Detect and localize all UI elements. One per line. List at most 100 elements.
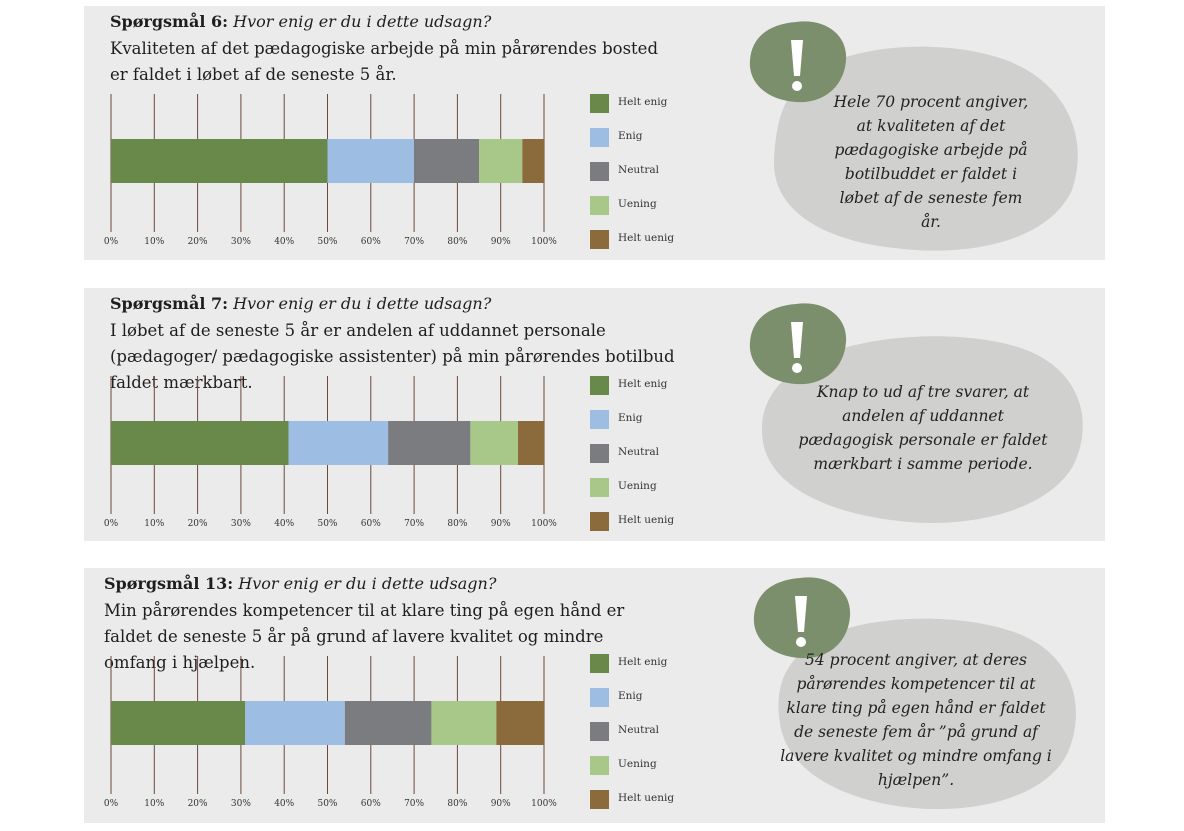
question-title: Spørgsmål 13: Hvor enig er du i dette ud… [104, 574, 496, 594]
x-tick-label: 100% [531, 237, 557, 247]
legend-label: Enig [618, 412, 643, 424]
bar-segment-uening [479, 139, 523, 183]
bar-segment-uening [470, 421, 519, 465]
question-prompt: Hvor enig er du i dette udsagn? [233, 294, 492, 313]
stacked-bar-chart: 0% 10% 20% 30% 40% 50% 60% 70% 80% 90% 100% [104, 376, 557, 529]
x-tick-label: 30% [231, 519, 251, 529]
callout-text: Hele 70 procent angiver, at kvaliteten a… [833, 93, 1029, 231]
legend-swatch [590, 230, 609, 249]
x-tick-label: 0% [104, 519, 119, 529]
exclamation-icon [753, 577, 851, 659]
legend-label: Uening [618, 198, 657, 210]
bar-segment-enig [288, 421, 389, 465]
question-panel-6: Spørgsmål 6: Hvor enig er du i dette uds… [84, 6, 1105, 260]
legend-swatch [590, 654, 609, 673]
legend-label: Helt enig [618, 656, 668, 668]
bar-segment-neutral [344, 701, 432, 745]
x-tick-label: 20% [188, 519, 208, 529]
legend-swatch [590, 756, 609, 775]
bar-segment-helt-enig [111, 421, 289, 465]
legend-label: Helt enig [618, 378, 668, 390]
legend-swatch [590, 162, 609, 181]
x-tick-label: 90% [491, 799, 511, 809]
x-tick-label: 80% [447, 519, 467, 529]
legend-swatch [590, 94, 609, 113]
legend-swatch [590, 722, 609, 741]
x-tick-label: 50% [317, 799, 337, 809]
callout-text: 54 procent angiver, at deres pårørendes … [780, 651, 1052, 789]
question-panel-7: Spørgsmål 7: Hvor enig er du i dette uds… [84, 288, 1105, 541]
stacked-bar-chart: 0% 10% 20% 30% 40% 50% 60% 70% 80% 90% 100% [104, 656, 557, 809]
legend-label: Helt uenig [618, 514, 675, 526]
legend-label: Enig [618, 130, 643, 142]
callout-bubble [773, 46, 1078, 251]
legend-swatch [590, 410, 609, 429]
bar-segment-helt-uenig [522, 139, 544, 183]
bar-segment-helt-uenig [496, 701, 544, 745]
legend-label: Neutral [618, 446, 660, 458]
question-prompt: Hvor enig er du i dette udsagn? [238, 574, 497, 593]
legend-swatch [590, 688, 609, 707]
legend-label: Helt uenig [618, 232, 675, 244]
exclamation-icon [749, 21, 847, 103]
question-statement: Kvaliteten af det pædagogiske arbejde på… [110, 39, 659, 84]
legend-swatch [590, 376, 609, 395]
x-tick-label: 90% [491, 519, 511, 529]
x-tick-label: 60% [361, 519, 381, 529]
x-tick-label: 60% [361, 799, 381, 809]
x-tick-label: 60% [361, 237, 381, 247]
x-tick-label: 70% [404, 519, 424, 529]
bar-segment-helt-uenig [518, 421, 544, 465]
question-statement: Min pårørendes kompetencer til at klare … [104, 601, 625, 672]
bar-segment-neutral [388, 421, 471, 465]
bar-segment-enig [327, 139, 415, 183]
x-tick-label: 10% [144, 799, 164, 809]
legend-swatch [590, 478, 609, 497]
x-tick-label: 20% [188, 237, 208, 247]
legend-swatch [590, 128, 609, 147]
x-tick-label: 40% [274, 519, 294, 529]
x-tick-label: 10% [144, 519, 164, 529]
x-tick-label: 50% [317, 237, 337, 247]
x-tick-label: 0% [104, 799, 119, 809]
legend-label: Neutral [618, 164, 660, 176]
bar-segment-enig [245, 701, 345, 745]
x-tick-label: 80% [447, 237, 467, 247]
x-tick-label: 50% [317, 519, 337, 529]
question-number: Spørgsmål 7: [110, 294, 229, 313]
bar-segment-uening [431, 701, 497, 745]
question-title: Spørgsmål 6: Hvor enig er du i dette uds… [110, 12, 491, 32]
x-tick-label: 80% [447, 799, 467, 809]
question-number: Spørgsmål 13: [104, 574, 234, 593]
bar-segment-neutral [414, 139, 480, 183]
x-tick-label: 90% [491, 237, 511, 247]
question-number: Spørgsmål 6: [110, 12, 229, 31]
x-tick-label: 30% [231, 237, 251, 247]
x-tick-label: 10% [144, 237, 164, 247]
bar-segment-helt-enig [111, 139, 328, 183]
question-prompt: Hvor enig er du i dette udsagn? [233, 12, 492, 31]
x-tick-label: 40% [274, 799, 294, 809]
x-tick-label: 70% [404, 237, 424, 247]
x-tick-label: 0% [104, 237, 119, 247]
legend-label: Uening [618, 758, 657, 770]
legend-label: Helt enig [618, 96, 668, 108]
x-tick-label: 30% [231, 799, 251, 809]
question-title: Spørgsmål 7: Hvor enig er du i dette uds… [110, 294, 491, 314]
x-tick-label: 70% [404, 799, 424, 809]
legend-swatch [590, 512, 609, 531]
legend-swatch [590, 196, 609, 215]
callout-text: Knap to ud af tre svarer, at andelen af … [798, 383, 1048, 473]
question-panel-13: Spørgsmål 13: Hvor enig er du i dette ud… [84, 568, 1105, 823]
callout-bubble [778, 618, 1077, 810]
question-statement: I løbet af de seneste 5 år er andelen af… [110, 321, 675, 392]
legend-label: Enig [618, 690, 643, 702]
legend-label: Neutral [618, 724, 660, 736]
x-tick-label: 100% [531, 799, 557, 809]
exclamation-icon [749, 303, 847, 385]
legend-swatch [590, 444, 609, 463]
legend-label: Uening [618, 480, 657, 492]
bar-segment-helt-enig [111, 701, 246, 745]
legend-label: Helt uenig [618, 792, 675, 804]
x-tick-label: 100% [531, 519, 557, 529]
